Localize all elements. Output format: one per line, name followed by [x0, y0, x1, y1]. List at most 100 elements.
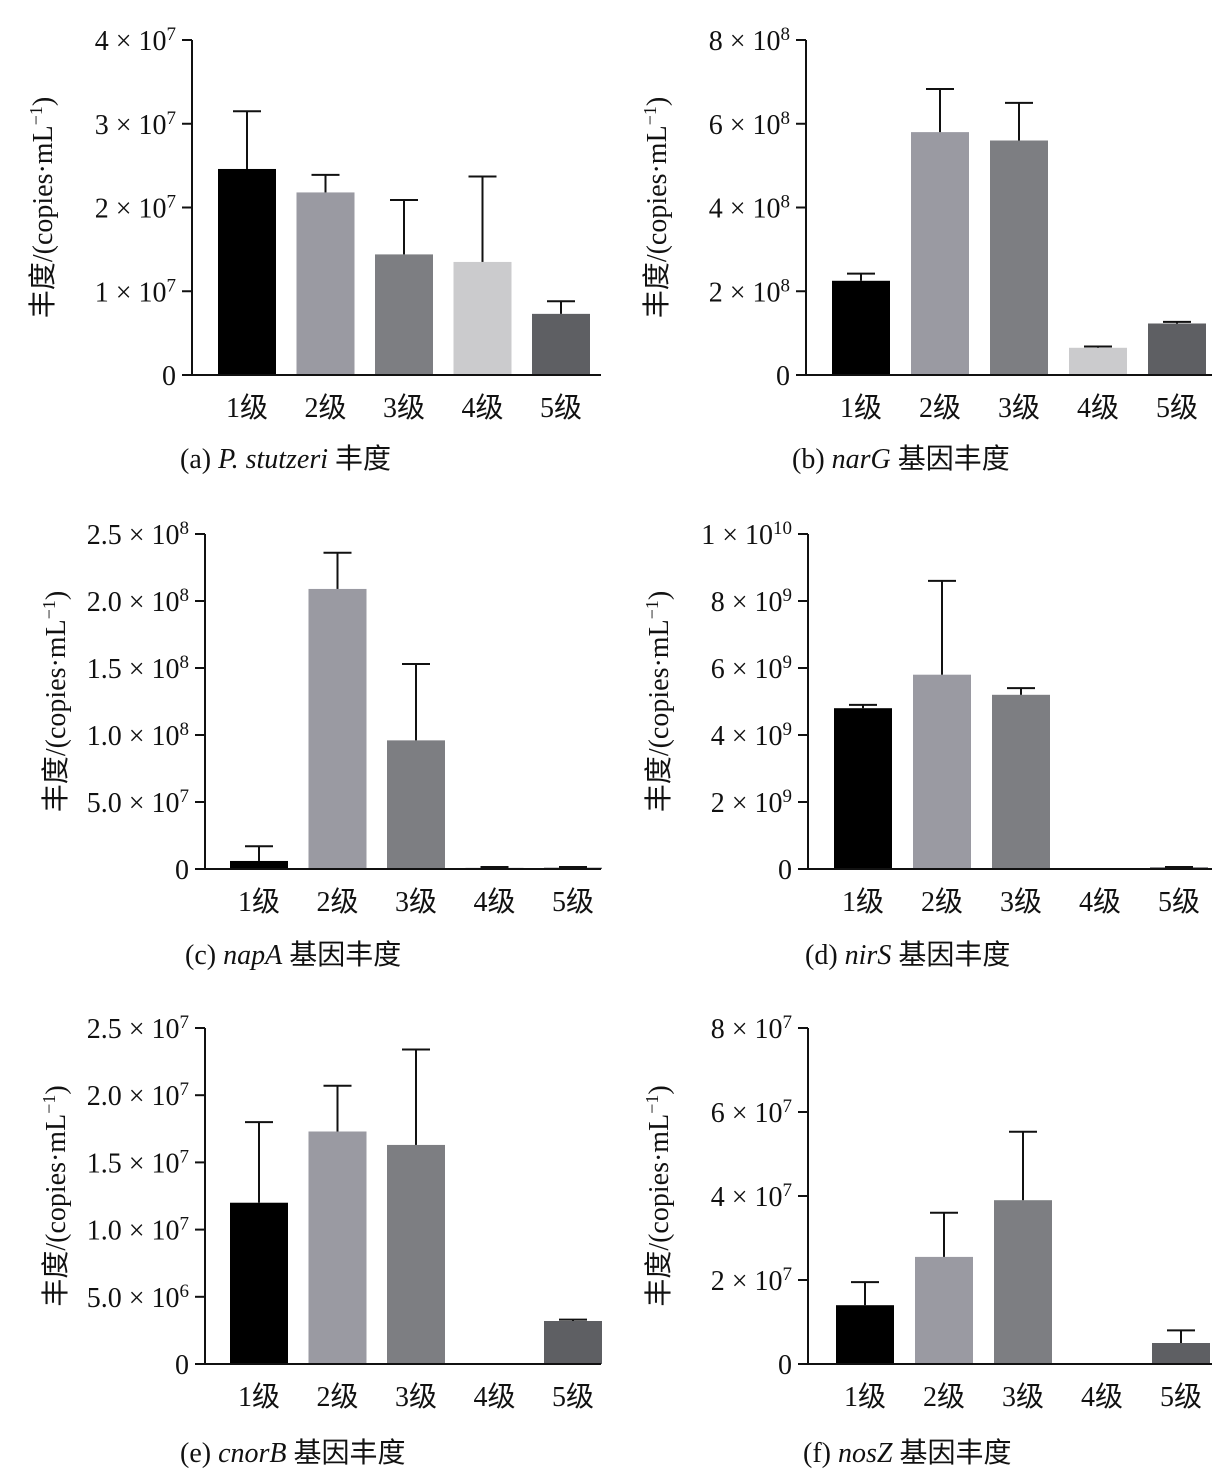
y-tick-label: 4 × 109	[711, 719, 792, 753]
x-tick-label: 4级	[473, 886, 515, 918]
y-tick-label: 1.5 × 107	[87, 1146, 189, 1180]
y-tick-exponent: 9	[783, 719, 793, 740]
y-tick-label: 0	[776, 361, 790, 392]
caption-prefix: (d)	[805, 940, 845, 971]
y-tick-mantissa: 6 × 10	[711, 654, 783, 685]
y-tick-mantissa: 0	[778, 1350, 792, 1381]
x-tick-label: 1级	[842, 886, 884, 918]
y-tick-label: 4 × 107	[95, 24, 176, 58]
x-tick-label: 1级	[238, 886, 280, 918]
y-tick-label: 0	[162, 361, 176, 392]
y-tick-label: 6 × 108	[709, 107, 790, 141]
x-tick-label: 5级	[540, 392, 582, 424]
x-tick-label: 4级	[1081, 1381, 1123, 1413]
y-tick-exponent: 7	[167, 191, 177, 212]
bar-2	[296, 192, 355, 375]
y-axis-label-close: )	[41, 591, 72, 600]
caption-suffix: 基因丰度	[282, 939, 401, 971]
y-tick-mantissa: 2.5 × 10	[87, 1014, 180, 1045]
bar-2	[911, 132, 969, 375]
y-tick-mantissa: 0	[175, 855, 189, 886]
x-tick-label: 2级	[919, 392, 961, 424]
y-tick-exponent: 8	[781, 275, 791, 296]
caption-gene: cnorB	[218, 1438, 286, 1469]
y-axis-label-exponent: −1	[39, 600, 59, 619]
y-tick-label: 2.0 × 107	[87, 1079, 189, 1113]
caption-gene: napA	[223, 940, 283, 971]
bar-2	[308, 588, 367, 869]
y-tick-label: 4 × 108	[709, 191, 790, 225]
caption-suffix: 基因丰度	[891, 939, 1010, 971]
y-tick-label: 0	[778, 855, 792, 886]
panel-caption: (d) nirS 基因丰度	[805, 939, 1010, 971]
y-tick-mantissa: 4 × 10	[95, 26, 167, 57]
x-tick-label: 1级	[226, 392, 268, 424]
bar-1	[230, 860, 288, 869]
y-tick-mantissa: 6 × 10	[709, 110, 781, 141]
x-tick-label: 2级	[921, 886, 963, 918]
y-axis-label-exponent: −1	[642, 600, 662, 619]
y-tick-mantissa: 5.0 × 10	[87, 1283, 180, 1314]
y-tick-mantissa: 0	[778, 855, 792, 886]
y-tick-exponent: 7	[180, 1079, 190, 1100]
y-axis-label-close: )	[41, 1085, 72, 1094]
y-tick-exponent: 7	[783, 1180, 793, 1201]
y-tick-exponent: 6	[180, 1280, 190, 1301]
bar-4	[1069, 347, 1127, 375]
y-tick-label: 6 × 109	[711, 652, 792, 686]
x-tick-label: 4级	[1077, 392, 1119, 424]
y-tick-label: 2 × 107	[711, 1264, 792, 1298]
bar-3	[992, 694, 1050, 869]
y-tick-mantissa: 1 × 10	[95, 277, 167, 308]
y-axis-label: 丰度/(copies·mL−1)	[640, 97, 673, 318]
y-tick-exponent: 7	[783, 1264, 793, 1285]
y-tick-label: 5.0 × 106	[87, 1280, 189, 1314]
bar-2	[913, 674, 971, 869]
x-tick-label: 1级	[844, 1381, 886, 1413]
y-tick-mantissa: 8 × 10	[711, 1014, 783, 1045]
x-tick-label: 1级	[840, 392, 882, 424]
y-tick-mantissa: 4 × 10	[711, 721, 783, 752]
y-axis-label-text: 丰度/(copies·mL	[27, 125, 59, 318]
bar-3	[990, 140, 1048, 375]
y-tick-mantissa: 6 × 10	[711, 1098, 783, 1129]
y-axis-label: 丰度/(copies·mL−1)	[39, 1085, 72, 1306]
y-tick-mantissa: 2.5 × 10	[87, 520, 180, 551]
bar-3	[387, 740, 445, 869]
caption-prefix: (a)	[180, 444, 218, 475]
y-tick-label: 1 × 1010	[701, 518, 792, 552]
x-tick-label: 5级	[552, 886, 594, 918]
y-tick-mantissa: 0	[776, 361, 790, 392]
y-tick-mantissa: 0	[175, 1350, 189, 1381]
x-tick-label: 3级	[1000, 886, 1042, 918]
y-tick-mantissa: 2.0 × 10	[87, 1081, 180, 1112]
caption-suffix: 丰度	[328, 443, 391, 475]
bar-4	[453, 261, 512, 375]
x-tick-label: 3级	[383, 392, 425, 424]
x-tick-label: 5级	[1156, 392, 1198, 424]
y-tick-exponent: 7	[180, 1012, 190, 1033]
y-tick-label: 1.0 × 108	[87, 719, 189, 753]
y-axis-label-exponent: −1	[39, 1095, 59, 1114]
y-axis-label: 丰度/(copies·mL−1)	[642, 1085, 675, 1306]
y-tick-label: 0	[778, 1350, 792, 1381]
y-axis-label: 丰度/(copies·mL−1)	[642, 591, 675, 812]
bar-1	[834, 708, 892, 869]
y-axis-label-exponent: −1	[26, 106, 46, 125]
x-tick-label: 3级	[395, 886, 437, 918]
y-tick-label: 6 × 107	[711, 1096, 792, 1130]
bar-5	[1148, 323, 1206, 375]
caption-suffix: 基因丰度	[892, 1437, 1011, 1469]
y-tick-label: 8 × 108	[709, 24, 790, 58]
bar-3	[994, 1200, 1052, 1364]
y-tick-label: 2 × 108	[709, 275, 790, 309]
y-tick-mantissa: 5.0 × 10	[87, 788, 180, 819]
y-tick-label: 5.0 × 107	[87, 786, 189, 820]
y-axis-label-text: 丰度/(copies·mL	[641, 125, 673, 318]
y-tick-mantissa: 4 × 10	[709, 194, 781, 225]
y-tick-mantissa: 1.0 × 10	[87, 1216, 180, 1247]
caption-gene: nirS	[845, 940, 892, 971]
y-axis-label-text: 丰度/(copies·mL	[643, 619, 675, 812]
y-tick-exponent: 7	[167, 275, 177, 296]
